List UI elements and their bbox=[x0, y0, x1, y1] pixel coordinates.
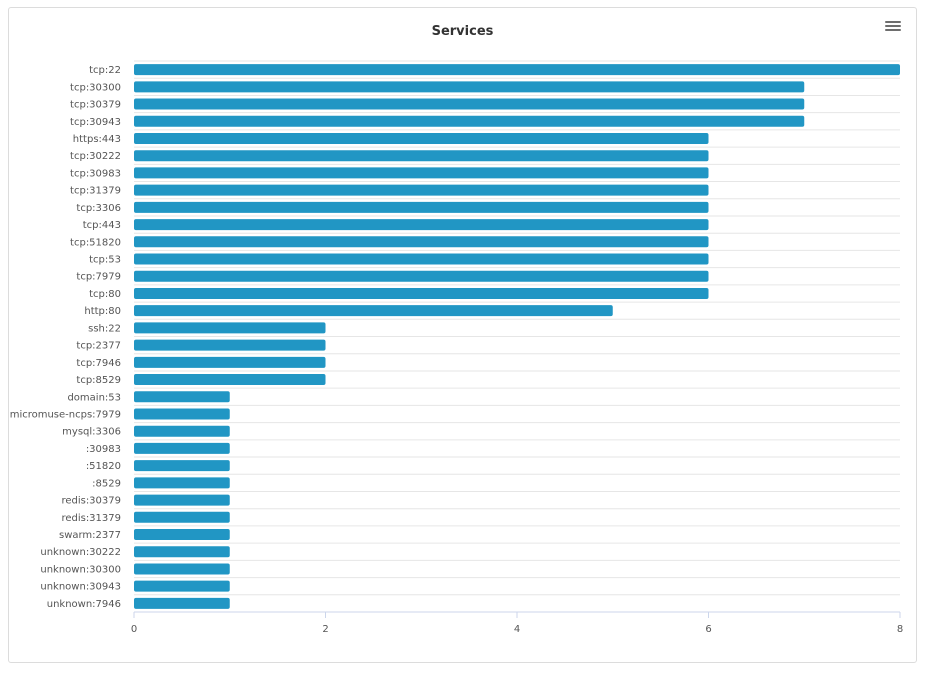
bar[interactable] bbox=[134, 81, 805, 93]
y-tick-label: tcp:30983 bbox=[70, 168, 121, 179]
menu-line bbox=[885, 21, 901, 23]
y-tick-label: tcp:30943 bbox=[70, 117, 121, 128]
y-tick-label: tcp:3306 bbox=[76, 203, 121, 214]
bar[interactable] bbox=[134, 494, 230, 506]
y-tick-label: tcp:443 bbox=[83, 220, 121, 231]
y-tick-label: tcp:8529 bbox=[76, 375, 121, 386]
x-tick-label: 0 bbox=[131, 624, 137, 635]
y-tick-label: tcp:80 bbox=[89, 289, 121, 300]
bar[interactable] bbox=[134, 322, 326, 334]
bar[interactable] bbox=[134, 563, 230, 575]
chart-title: Services bbox=[431, 24, 494, 39]
y-tick-label: unknown:7946 bbox=[47, 599, 121, 610]
y-tick-label: tcp:30222 bbox=[70, 151, 121, 162]
y-tick-label: http:80 bbox=[84, 306, 121, 317]
bar[interactable] bbox=[134, 477, 230, 489]
bar[interactable] bbox=[134, 408, 230, 420]
y-tick-label: tcp:2377 bbox=[76, 341, 121, 352]
y-tick-label: :30983 bbox=[86, 444, 121, 455]
y-tick-label: mysql:3306 bbox=[62, 427, 121, 438]
bar[interactable] bbox=[134, 219, 709, 231]
y-tick-label: micromuse-ncps:7979 bbox=[10, 409, 121, 420]
menu-line bbox=[885, 29, 901, 31]
x-tick-label: 2 bbox=[322, 624, 328, 635]
y-tick-label: https:443 bbox=[73, 134, 121, 145]
x-tick-label: 4 bbox=[514, 624, 520, 635]
y-tick-label: tcp:51820 bbox=[70, 237, 121, 248]
bar[interactable] bbox=[134, 201, 709, 213]
bar[interactable] bbox=[134, 115, 805, 127]
bar[interactable] bbox=[134, 132, 709, 144]
bar[interactable] bbox=[134, 425, 230, 437]
y-tick-label: tcp:31379 bbox=[70, 186, 121, 197]
bar[interactable] bbox=[134, 597, 230, 609]
y-tick-label: tcp:30300 bbox=[70, 82, 121, 93]
bar[interactable] bbox=[134, 150, 709, 162]
x-tick-label: 6 bbox=[705, 624, 711, 635]
bar[interactable] bbox=[134, 253, 709, 265]
chart-menu-icon[interactable] bbox=[883, 19, 903, 35]
bar[interactable] bbox=[134, 339, 326, 351]
bar[interactable] bbox=[134, 511, 230, 523]
y-tick-label: unknown:30300 bbox=[40, 564, 121, 575]
y-tick-label: :8529 bbox=[92, 478, 121, 489]
y-tick-label: tcp:22 bbox=[89, 65, 121, 76]
y-tick-label: redis:31379 bbox=[61, 513, 121, 524]
y-tick-label: unknown:30222 bbox=[40, 547, 121, 558]
x-tick-label: 8 bbox=[897, 624, 903, 635]
y-tick-label: unknown:30943 bbox=[40, 582, 121, 593]
y-tick-label: tcp:53 bbox=[89, 255, 121, 266]
bar[interactable] bbox=[134, 442, 230, 454]
bar[interactable] bbox=[134, 270, 709, 282]
bar[interactable] bbox=[134, 460, 230, 472]
bar[interactable] bbox=[134, 580, 230, 592]
bar[interactable] bbox=[134, 529, 230, 541]
bar[interactable] bbox=[134, 546, 230, 558]
bar[interactable] bbox=[134, 391, 230, 403]
bar[interactable] bbox=[134, 64, 900, 76]
bar[interactable] bbox=[134, 236, 709, 248]
y-tick-label: swarm:2377 bbox=[59, 530, 121, 541]
y-tick-label: :51820 bbox=[86, 461, 121, 472]
y-tick-label: tcp:30379 bbox=[70, 100, 121, 111]
bar[interactable] bbox=[134, 287, 709, 299]
y-tick-label: domain:53 bbox=[67, 392, 121, 403]
y-tick-label: ssh:22 bbox=[88, 323, 121, 334]
bar[interactable] bbox=[134, 167, 709, 179]
bar[interactable] bbox=[134, 374, 326, 386]
bar[interactable] bbox=[134, 305, 613, 317]
y-tick-label: tcp:7979 bbox=[76, 272, 121, 283]
bar[interactable] bbox=[134, 356, 326, 368]
bar[interactable] bbox=[134, 184, 709, 196]
bar[interactable] bbox=[134, 98, 805, 110]
y-tick-label: redis:30379 bbox=[61, 496, 121, 507]
menu-line bbox=[885, 25, 901, 27]
y-tick-label: tcp:7946 bbox=[76, 358, 121, 369]
